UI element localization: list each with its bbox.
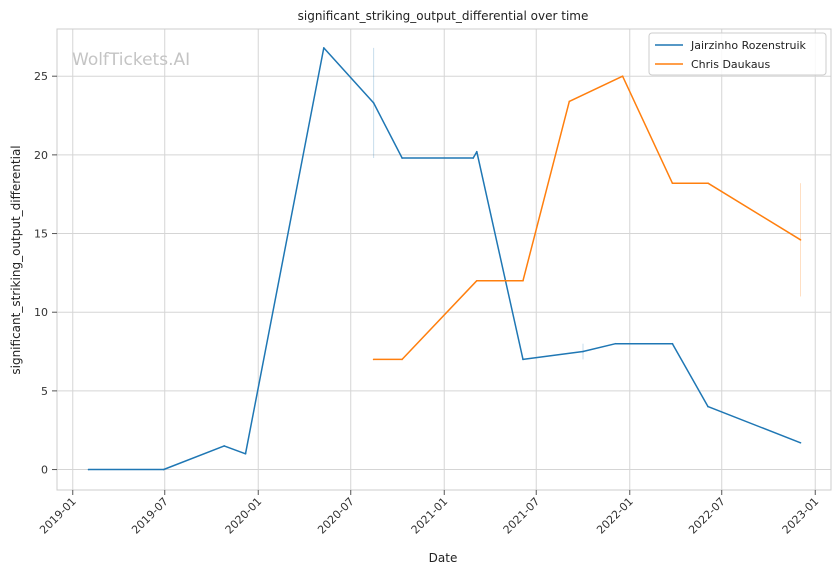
data-point [671,182,674,184]
data-point [582,350,584,353]
y-tick-label: 15 [34,228,48,241]
y-tick-label: 20 [34,149,48,162]
x-axis-title: Date [429,551,458,565]
data-point [223,445,226,447]
legend-box [648,32,827,76]
data-point [707,182,709,184]
data-point [401,157,403,159]
legend: Jairzinho Rozenstruik Chris Daukaus [648,32,827,76]
y-axis-title: significant_striking_output_differential [9,145,23,374]
data-point [323,47,325,49]
data-point [799,441,802,444]
data-point [614,342,617,345]
data-point [621,75,624,78]
data-point [475,150,478,153]
y-tick-label: 10 [34,306,48,319]
data-point [568,100,571,103]
data-point [799,239,802,241]
data-point [162,468,165,471]
y-tick-label: 0 [41,464,48,477]
y-tick-label: 5 [41,385,48,398]
watermark: WolfTickets.AI [72,50,190,70]
data-point [87,468,90,471]
series-lines [87,47,802,471]
y-axis-ticks: 0 5 10 15 20 25 [34,70,57,477]
data-point [671,342,674,345]
legend-label: Jairzinho Rozenstruik [690,39,807,52]
data-point [401,358,403,361]
data-point [707,405,709,408]
data-point [372,102,375,104]
y-tick-label: 25 [34,70,48,83]
data-point [372,358,375,361]
chart-title: significant_striking_output_differential… [298,9,589,23]
grid-lines [57,29,831,490]
legend-label: Chris Daukaus [691,58,771,71]
data-point [244,453,247,455]
data-point [475,279,478,282]
data-point [522,279,524,282]
data-point [522,358,524,361]
data-point [472,157,475,159]
